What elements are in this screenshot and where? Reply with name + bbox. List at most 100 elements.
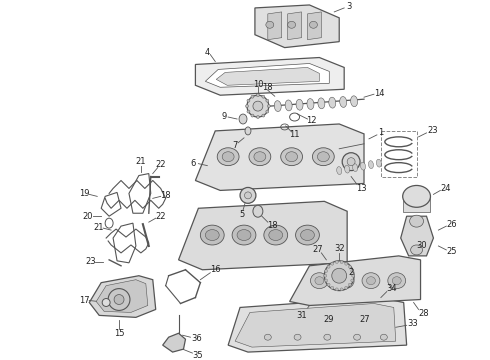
Ellipse shape <box>352 274 355 277</box>
Polygon shape <box>381 131 416 176</box>
Ellipse shape <box>341 277 350 285</box>
Text: 18: 18 <box>263 83 273 92</box>
Ellipse shape <box>245 192 251 199</box>
Ellipse shape <box>331 262 334 265</box>
Ellipse shape <box>114 294 124 305</box>
Ellipse shape <box>332 268 346 283</box>
Text: 21: 21 <box>136 157 146 166</box>
Ellipse shape <box>403 185 430 207</box>
Text: 14: 14 <box>374 89 384 98</box>
Ellipse shape <box>411 245 422 255</box>
Ellipse shape <box>245 105 248 108</box>
Ellipse shape <box>247 95 269 117</box>
Text: 23: 23 <box>85 257 96 266</box>
Ellipse shape <box>102 298 110 306</box>
Ellipse shape <box>340 96 347 107</box>
Ellipse shape <box>368 161 373 168</box>
Ellipse shape <box>348 265 351 268</box>
Ellipse shape <box>340 261 343 264</box>
Polygon shape <box>235 303 396 347</box>
Text: 36: 36 <box>191 334 202 343</box>
Ellipse shape <box>217 148 239 166</box>
Ellipse shape <box>251 114 254 117</box>
Text: 27: 27 <box>312 246 323 255</box>
Text: 30: 30 <box>416 242 427 251</box>
Ellipse shape <box>353 164 358 172</box>
Text: 13: 13 <box>356 184 367 193</box>
Polygon shape <box>401 216 434 256</box>
Ellipse shape <box>337 167 342 175</box>
Text: 15: 15 <box>114 329 124 338</box>
Ellipse shape <box>281 148 302 166</box>
Text: 18: 18 <box>160 191 171 200</box>
Ellipse shape <box>344 165 350 173</box>
Ellipse shape <box>266 21 274 28</box>
Ellipse shape <box>239 114 247 124</box>
Text: 34: 34 <box>387 284 397 293</box>
Ellipse shape <box>200 225 224 245</box>
Ellipse shape <box>348 283 351 286</box>
Text: 24: 24 <box>440 184 451 193</box>
Text: 19: 19 <box>79 189 90 198</box>
Ellipse shape <box>342 153 360 171</box>
Ellipse shape <box>264 225 288 245</box>
Polygon shape <box>89 276 156 318</box>
Text: 7: 7 <box>232 141 238 150</box>
Ellipse shape <box>307 99 314 109</box>
Ellipse shape <box>336 273 354 289</box>
Ellipse shape <box>240 188 256 203</box>
Text: 4: 4 <box>205 48 210 57</box>
Text: 10: 10 <box>253 80 263 89</box>
Ellipse shape <box>295 225 319 245</box>
Ellipse shape <box>376 159 381 167</box>
Text: 29: 29 <box>323 315 334 324</box>
Ellipse shape <box>380 334 387 340</box>
Ellipse shape <box>286 152 297 162</box>
Ellipse shape <box>274 101 281 112</box>
Ellipse shape <box>237 230 251 240</box>
Ellipse shape <box>249 148 271 166</box>
Text: 22: 22 <box>155 160 166 169</box>
Ellipse shape <box>266 99 269 102</box>
Ellipse shape <box>362 273 380 289</box>
Ellipse shape <box>268 105 270 108</box>
Text: 17: 17 <box>79 296 90 305</box>
Ellipse shape <box>266 110 269 113</box>
Polygon shape <box>196 58 344 95</box>
Ellipse shape <box>315 277 324 285</box>
Ellipse shape <box>340 288 343 291</box>
Ellipse shape <box>256 116 259 118</box>
Ellipse shape <box>247 110 250 113</box>
Text: 9: 9 <box>221 112 227 121</box>
Text: 18: 18 <box>268 221 278 230</box>
Ellipse shape <box>269 230 283 240</box>
Ellipse shape <box>324 334 331 340</box>
Ellipse shape <box>294 334 301 340</box>
Text: 31: 31 <box>296 311 307 320</box>
Polygon shape <box>96 280 148 312</box>
Ellipse shape <box>288 21 295 28</box>
Ellipse shape <box>232 225 256 245</box>
Polygon shape <box>288 12 301 40</box>
Text: 20: 20 <box>82 212 93 221</box>
Ellipse shape <box>344 262 347 265</box>
Text: 11: 11 <box>289 130 300 139</box>
Ellipse shape <box>324 274 327 277</box>
Polygon shape <box>255 5 339 48</box>
Ellipse shape <box>222 152 234 162</box>
Text: 6: 6 <box>191 159 196 168</box>
Ellipse shape <box>324 261 354 291</box>
Ellipse shape <box>311 273 328 289</box>
Text: 28: 28 <box>418 309 429 318</box>
Ellipse shape <box>174 336 182 341</box>
Ellipse shape <box>310 21 318 28</box>
Ellipse shape <box>361 162 366 170</box>
Ellipse shape <box>254 152 266 162</box>
Polygon shape <box>163 333 186 352</box>
Ellipse shape <box>354 334 361 340</box>
Text: 16: 16 <box>210 265 220 274</box>
Ellipse shape <box>313 148 334 166</box>
Ellipse shape <box>335 261 338 264</box>
Ellipse shape <box>410 215 423 227</box>
Text: 2: 2 <box>348 268 354 277</box>
